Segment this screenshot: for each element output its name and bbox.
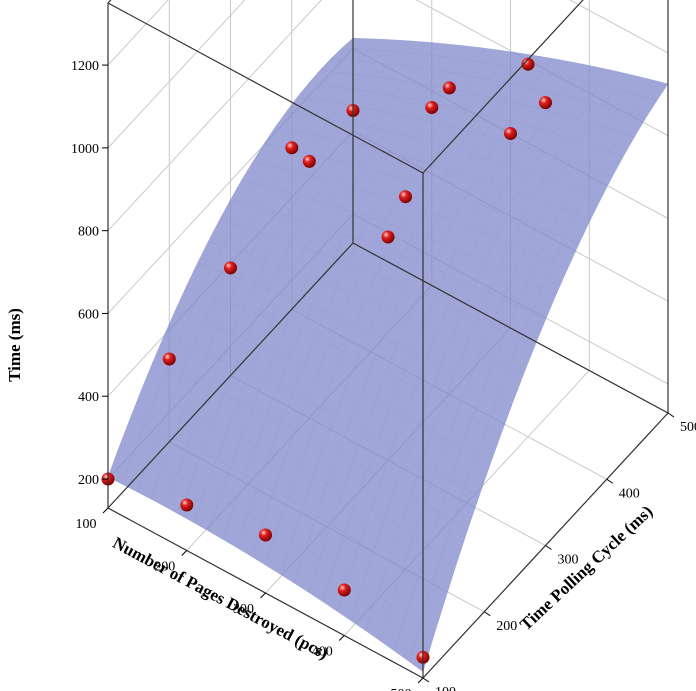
x-tick — [181, 550, 188, 556]
y-tick-label: 200 — [496, 619, 517, 634]
frame-layer — [107, 0, 669, 679]
x-tick — [102, 507, 109, 514]
y-tick-label: 100 — [435, 685, 456, 691]
z-tick-label: 800 — [78, 225, 99, 240]
x-tick — [417, 677, 424, 684]
y-tick-label: 300 — [558, 553, 579, 568]
gridline — [107, 0, 322, 232]
y-tick — [545, 545, 552, 550]
x-tick-label: 400 — [312, 645, 333, 660]
z-tick-label: 1200 — [71, 59, 99, 74]
y-axis-title: Time Polling Cycle (ms) — [516, 502, 656, 635]
gridline — [107, 0, 246, 149]
frame-edge — [422, 0, 584, 174]
surface-layer — [107, 37, 669, 673]
x-tick-label: 500 — [391, 687, 412, 691]
y-tick — [422, 677, 430, 683]
z-tick-label: 400 — [78, 390, 99, 405]
data-point — [337, 583, 351, 597]
y-tick — [483, 611, 491, 617]
x-tick — [338, 635, 345, 641]
tick-layer: 200 400 600 800 1000 1200 100 200 300 400 500 100 20… — [71, 59, 696, 691]
y-tick — [667, 412, 675, 418]
x-tick-label: 100 — [76, 517, 97, 532]
data-point — [399, 190, 412, 204]
x-tick — [260, 592, 266, 599]
y-tick-label: 500 — [680, 420, 696, 435]
z-axis-title: Time (ms) — [5, 308, 24, 382]
gridline — [107, 0, 169, 66]
frame-edge — [107, 242, 354, 509]
data-point — [442, 81, 456, 95]
y-tick — [606, 478, 614, 484]
data-point — [539, 96, 552, 110]
data-point — [521, 57, 535, 71]
frame-edge — [352, 242, 669, 414]
data-point — [180, 498, 194, 512]
z-tick-label: 1000 — [71, 142, 99, 157]
x-tick-label: 300 — [233, 602, 254, 617]
data-point — [259, 528, 272, 542]
data-point — [381, 230, 395, 244]
point-layer — [101, 57, 552, 664]
data-point — [302, 154, 316, 168]
gridline — [568, 0, 669, 54]
data-point — [224, 261, 237, 275]
data-point — [162, 352, 176, 366]
data-point — [504, 127, 517, 140]
data-point — [425, 101, 439, 114]
data-point — [285, 141, 299, 155]
z-tick-label: 600 — [78, 308, 99, 323]
x-tick-label: 200 — [154, 560, 175, 575]
y-tick-label: 400 — [619, 486, 640, 501]
frame-edge — [107, 2, 424, 174]
z-tick-label: 200 — [78, 473, 99, 488]
